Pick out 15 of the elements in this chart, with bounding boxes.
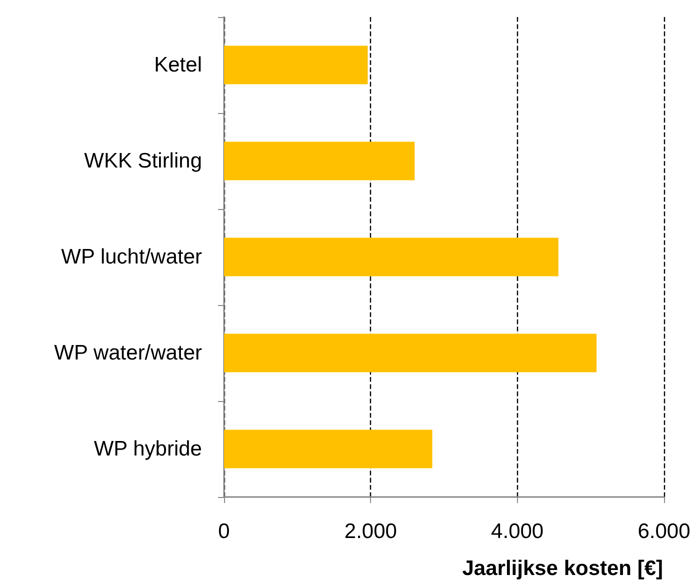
x-tick-label: 6.000: [638, 520, 690, 543]
y-tick-label: Ketel: [154, 54, 202, 76]
y-tick-label: WP hybride: [94, 438, 202, 460]
y-tick-label: WP water/water: [54, 342, 202, 364]
bar: [224, 430, 432, 468]
bar: [224, 46, 368, 84]
bar: [224, 238, 558, 276]
x-tick-label: 2.000: [344, 520, 397, 543]
x-axis-title: Jaarlijkse kosten [€]: [462, 557, 664, 580]
bar: [224, 334, 597, 372]
y-tick-label: WKK Stirling: [84, 150, 202, 172]
x-tick-label: 0: [218, 520, 230, 543]
x-tick-label: 4.000: [491, 520, 544, 543]
bar: [224, 142, 415, 180]
y-tick-label: WP lucht/water: [61, 246, 202, 268]
